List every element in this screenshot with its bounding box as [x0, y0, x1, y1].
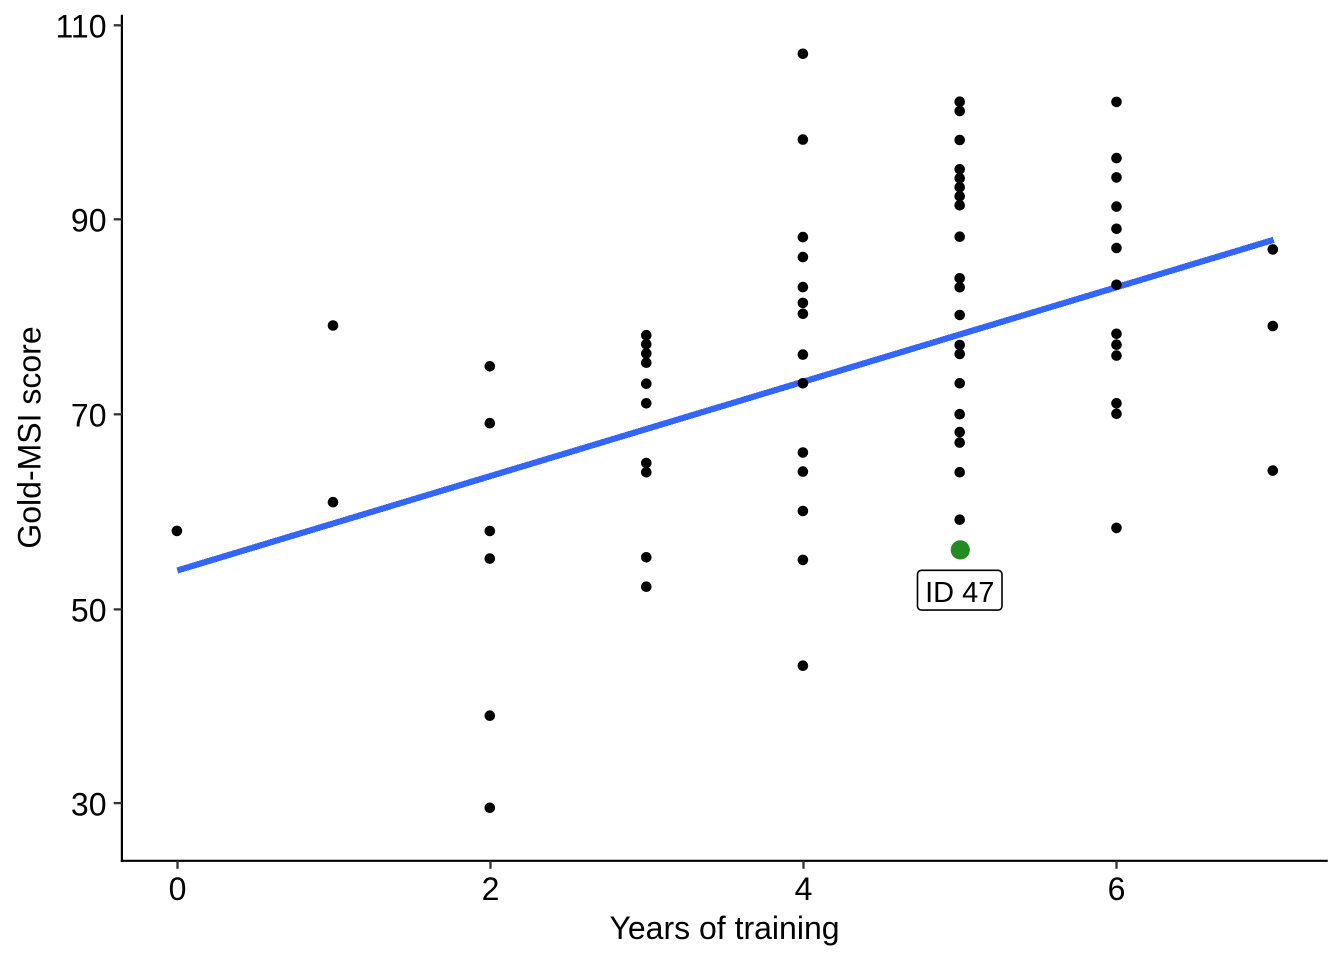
svg-text:Years of training: Years of training: [609, 910, 839, 946]
svg-text:0: 0: [169, 871, 187, 907]
svg-text:50: 50: [71, 593, 107, 629]
svg-text:30: 30: [71, 786, 107, 822]
svg-text:2: 2: [482, 871, 500, 907]
svg-text:70: 70: [71, 398, 107, 434]
svg-text:4: 4: [795, 871, 813, 907]
svg-text:110: 110: [55, 9, 106, 45]
svg-text:6: 6: [1108, 871, 1126, 907]
svg-text:ID 47: ID 47: [925, 577, 994, 609]
svg-text:90: 90: [71, 203, 107, 239]
svg-text:Gold-MSI score: Gold-MSI score: [11, 326, 47, 548]
